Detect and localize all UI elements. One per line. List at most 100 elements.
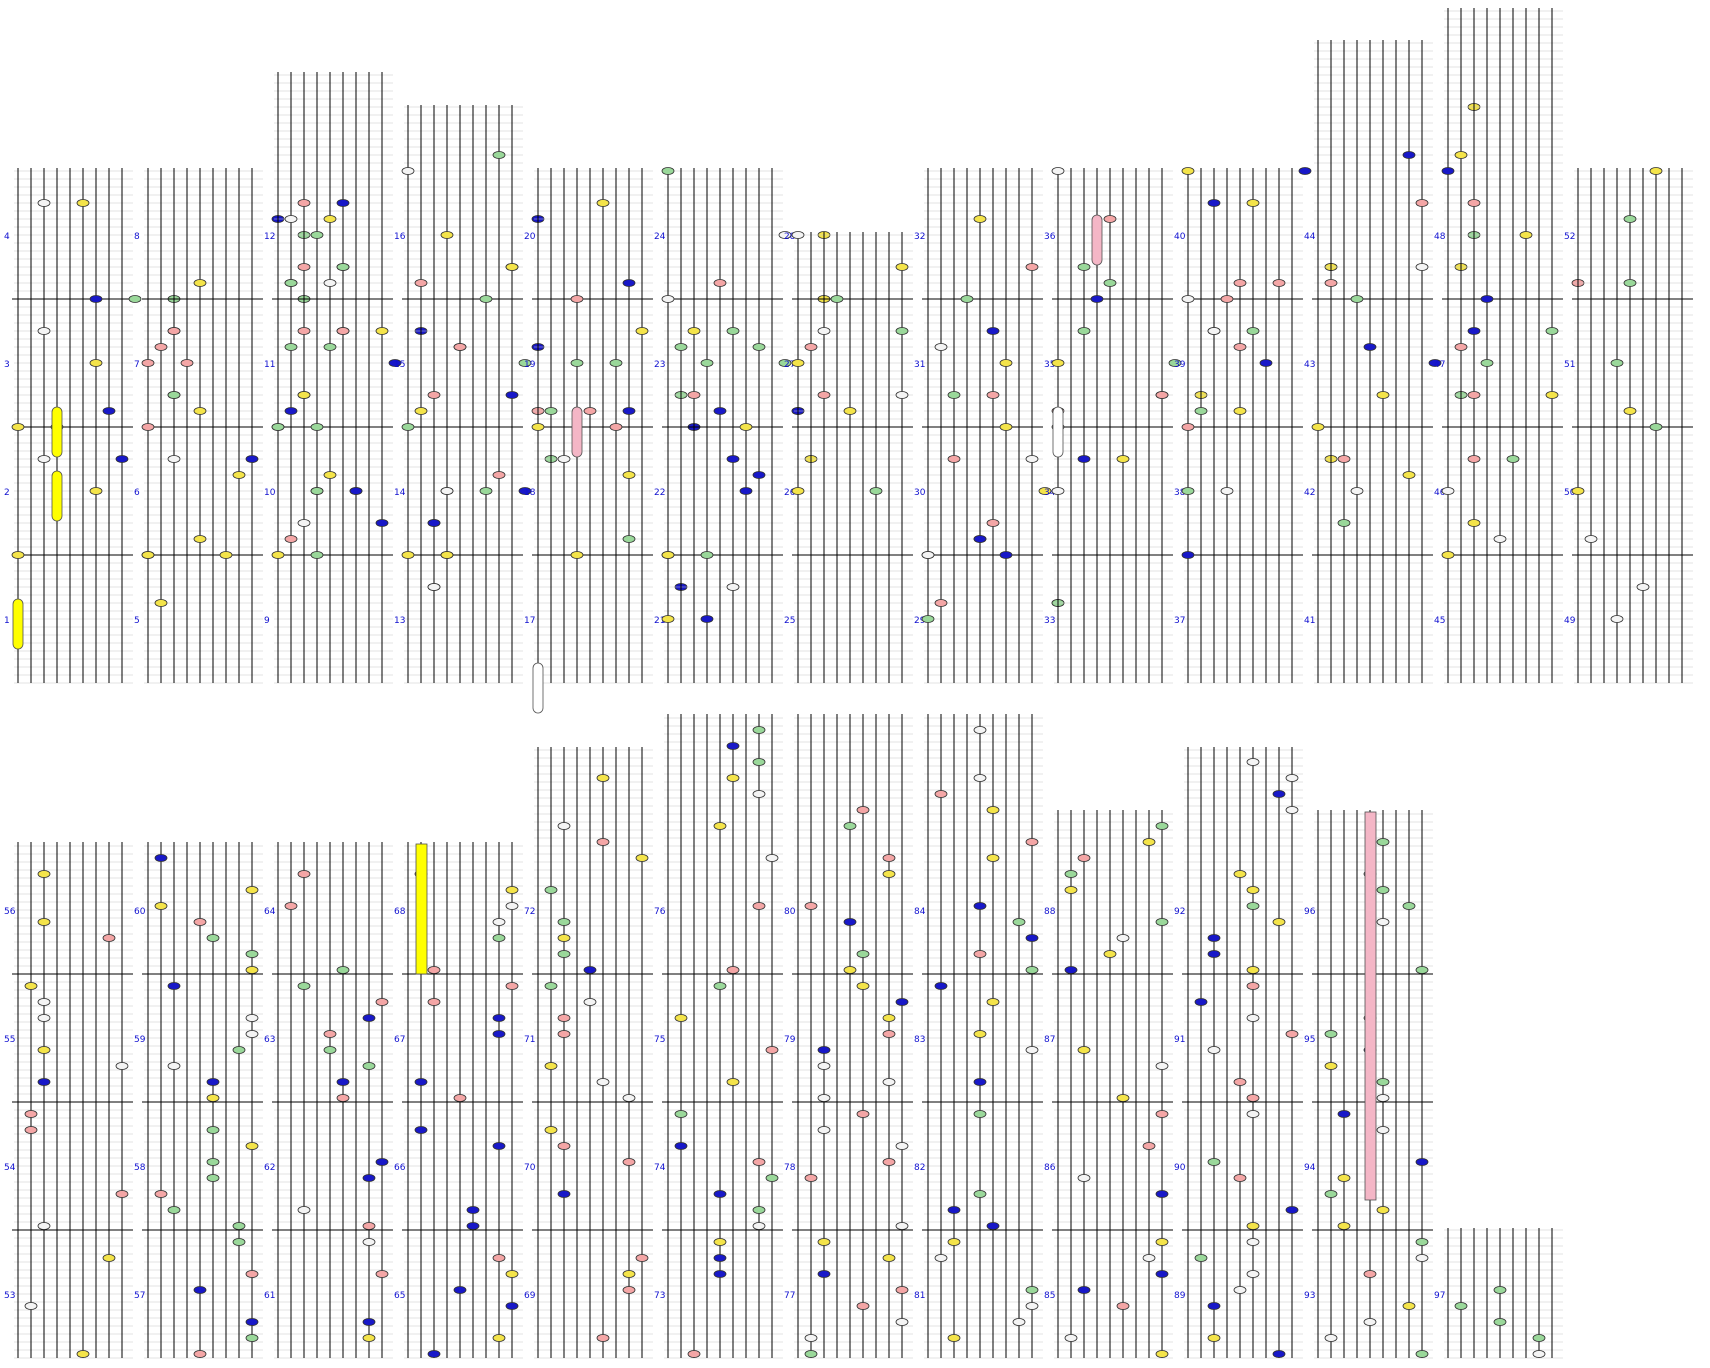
note-green[interactable] (700, 551, 714, 559)
note-yellow[interactable] (414, 407, 428, 415)
note-green[interactable] (765, 1174, 779, 1182)
note-green[interactable] (752, 726, 766, 734)
note-red[interactable] (427, 391, 441, 399)
note-yellow[interactable] (1116, 455, 1130, 463)
note-red[interactable] (1233, 343, 1247, 351)
note-green[interactable] (895, 327, 909, 335)
note-green[interactable] (622, 535, 636, 543)
note-green[interactable] (570, 359, 584, 367)
note-white[interactable] (245, 1030, 259, 1038)
note-red[interactable] (492, 1254, 506, 1262)
note-white[interactable] (895, 1142, 909, 1150)
note-blue[interactable] (726, 455, 740, 463)
note-green[interactable] (830, 295, 844, 303)
note-blue[interactable] (713, 407, 727, 415)
note-blue[interactable] (739, 487, 753, 495)
note-yellow[interactable] (37, 918, 51, 926)
note-red[interactable] (375, 998, 389, 1006)
note-yellow[interactable] (102, 1254, 116, 1262)
note-blue[interactable] (1272, 1350, 1286, 1358)
note-green[interactable] (1077, 263, 1091, 271)
note-green[interactable] (1532, 1334, 1546, 1342)
note-blue[interactable] (1207, 950, 1221, 958)
note-blue[interactable] (557, 1190, 571, 1198)
note-white[interactable] (817, 327, 831, 335)
note-yellow[interactable] (1207, 1334, 1221, 1342)
note-blue[interactable] (726, 742, 740, 750)
note-green[interactable] (1376, 886, 1390, 894)
note-green[interactable] (1246, 327, 1260, 335)
note-red[interactable] (414, 279, 428, 287)
note-blue[interactable] (115, 455, 129, 463)
note-white[interactable] (752, 790, 766, 798)
hold-note[interactable] (1091, 214, 1103, 266)
note-green[interactable] (232, 1046, 246, 1054)
note-yellow[interactable] (375, 327, 389, 335)
note-blue[interactable] (518, 487, 532, 495)
measure-column[interactable]: 5 6 7 8 (134, 168, 311, 684)
note-blue[interactable] (492, 1142, 506, 1150)
note-yellow[interactable] (1402, 471, 1416, 479)
note-blue[interactable] (375, 519, 389, 527)
note-yellow[interactable] (232, 471, 246, 479)
note-blue[interactable] (1402, 151, 1416, 159)
note-blue[interactable] (427, 519, 441, 527)
note-green[interactable] (752, 758, 766, 766)
note-yellow[interactable] (895, 263, 909, 271)
note-green[interactable] (752, 1206, 766, 1214)
note-red[interactable] (362, 1222, 376, 1230)
note-red[interactable] (141, 359, 155, 367)
note-yellow[interactable] (1272, 918, 1286, 926)
note-yellow[interactable] (1155, 1350, 1169, 1358)
measure-column[interactable]: 45 46 47 48 (1434, 8, 1585, 684)
note-blue[interactable] (362, 1318, 376, 1326)
note-yellow[interactable] (401, 551, 415, 559)
note-yellow[interactable] (1337, 1222, 1351, 1230)
note-yellow[interactable] (1116, 1094, 1130, 1102)
note-green[interactable] (1337, 519, 1351, 527)
note-yellow[interactable] (505, 263, 519, 271)
note-red[interactable] (1025, 263, 1039, 271)
note-blue[interactable] (154, 854, 168, 862)
note-white[interactable] (1181, 295, 1195, 303)
note-green[interactable] (284, 279, 298, 287)
note-blue[interactable] (999, 551, 1013, 559)
note-red[interactable] (882, 1158, 896, 1166)
note-white[interactable] (284, 215, 298, 223)
note-red[interactable] (752, 1158, 766, 1166)
note-white[interactable] (817, 1126, 831, 1134)
note-yellow[interactable] (1324, 1062, 1338, 1070)
measure-column[interactable]: 17 18 19 20 (524, 168, 701, 714)
hold-note[interactable] (1364, 811, 1377, 1201)
note-blue[interactable] (1077, 455, 1091, 463)
note-yellow[interactable] (986, 998, 1000, 1006)
note-yellow[interactable] (570, 551, 584, 559)
note-yellow[interactable] (856, 982, 870, 990)
note-red[interactable] (1155, 391, 1169, 399)
note-blue[interactable] (973, 902, 987, 910)
note-blue[interactable] (934, 982, 948, 990)
note-white[interactable] (1285, 806, 1299, 814)
note-white[interactable] (1376, 1126, 1390, 1134)
note-white[interactable] (167, 1062, 181, 1070)
note-green[interactable] (843, 822, 857, 830)
note-red[interactable] (453, 1094, 467, 1102)
measure-column[interactable]: 97 (1434, 1228, 1563, 1359)
note-blue[interactable] (1194, 998, 1208, 1006)
note-green[interactable] (1207, 1158, 1221, 1166)
note-red[interactable] (1246, 982, 1260, 990)
note-yellow[interactable] (661, 615, 675, 623)
measure-column[interactable]: 53 54 55 56 (4, 842, 133, 1359)
note-white[interactable] (1051, 167, 1065, 175)
note-blue[interactable] (245, 455, 259, 463)
note-yellow[interactable] (726, 1078, 740, 1086)
note-white[interactable] (1376, 918, 1390, 926)
note-white[interactable] (1155, 1062, 1169, 1070)
note-red[interactable] (1077, 854, 1091, 862)
hold-note[interactable] (1052, 406, 1064, 458)
note-yellow[interactable] (323, 215, 337, 223)
note-red[interactable] (1246, 1094, 1260, 1102)
note-white[interactable] (1246, 1014, 1260, 1022)
note-white[interactable] (1025, 455, 1039, 463)
note-blue[interactable] (1285, 1206, 1299, 1214)
